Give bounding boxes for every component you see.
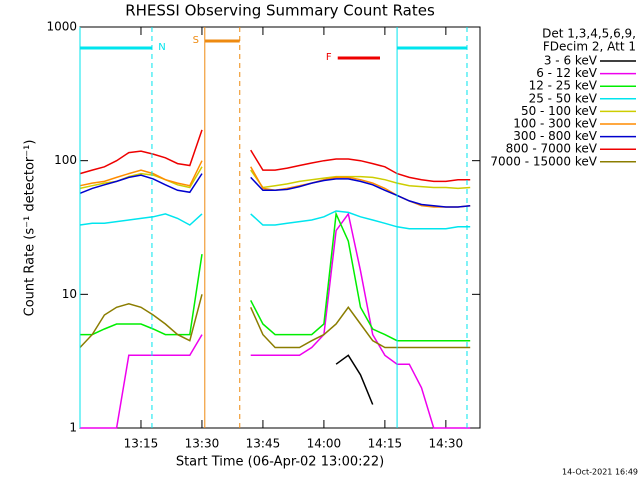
x-axis-label: Start Time (06-Apr-02 13:00:22) [176,455,384,470]
flag-label: F [326,52,332,63]
legend-label: 6 - 12 keV [536,66,598,80]
legend-label: 7000 - 15000 keV [490,154,597,168]
footer: 14-Oct-2021 16:49 [562,468,638,477]
legend-label: 12 - 25 keV [529,79,598,93]
legend-title: FDecim 2, Att 1 [543,40,636,54]
legend-title: Det 1,3,4,5,6,9, [542,27,636,41]
y-tick-label: 1 [69,421,77,435]
legend-label: 800 - 7000 keV [506,142,598,156]
x-tick-label: 14:15 [368,437,403,451]
chart-title: RHESSI Observing Summary Count Rates [125,2,435,20]
x-tick-label: 13:45 [246,437,281,451]
series-line [80,212,471,429]
legend-label: 50 - 100 keV [521,104,598,118]
series-line [79,210,471,230]
series-line [335,354,374,405]
y-tick-label: 100 [54,153,77,167]
legend-label: 25 - 50 keV [529,91,598,105]
series-line [80,211,471,342]
legend-label: 100 - 300 keV [513,117,597,131]
series-line [79,294,471,349]
plot-frame [79,26,481,429]
series-line [79,173,471,208]
series-line [79,129,471,183]
x-tick-label: 13:15 [124,437,159,451]
flag-label: S [193,35,199,46]
legend-label: 300 - 800 keV [513,129,597,143]
x-tick-label: 14:30 [429,437,464,451]
series-line [79,160,471,208]
x-tick-label: 13:30 [185,437,220,451]
y-tick-label: 10 [62,287,77,301]
flag-label: N [158,42,165,53]
y-axis-label: Count Rate (s⁻¹ detector⁻¹) [23,140,38,317]
y-tick-label: 1000 [46,20,77,34]
legend-label: 3 - 6 keV [544,54,598,68]
series-line [79,166,471,190]
x-tick-label: 14:00 [307,437,342,451]
